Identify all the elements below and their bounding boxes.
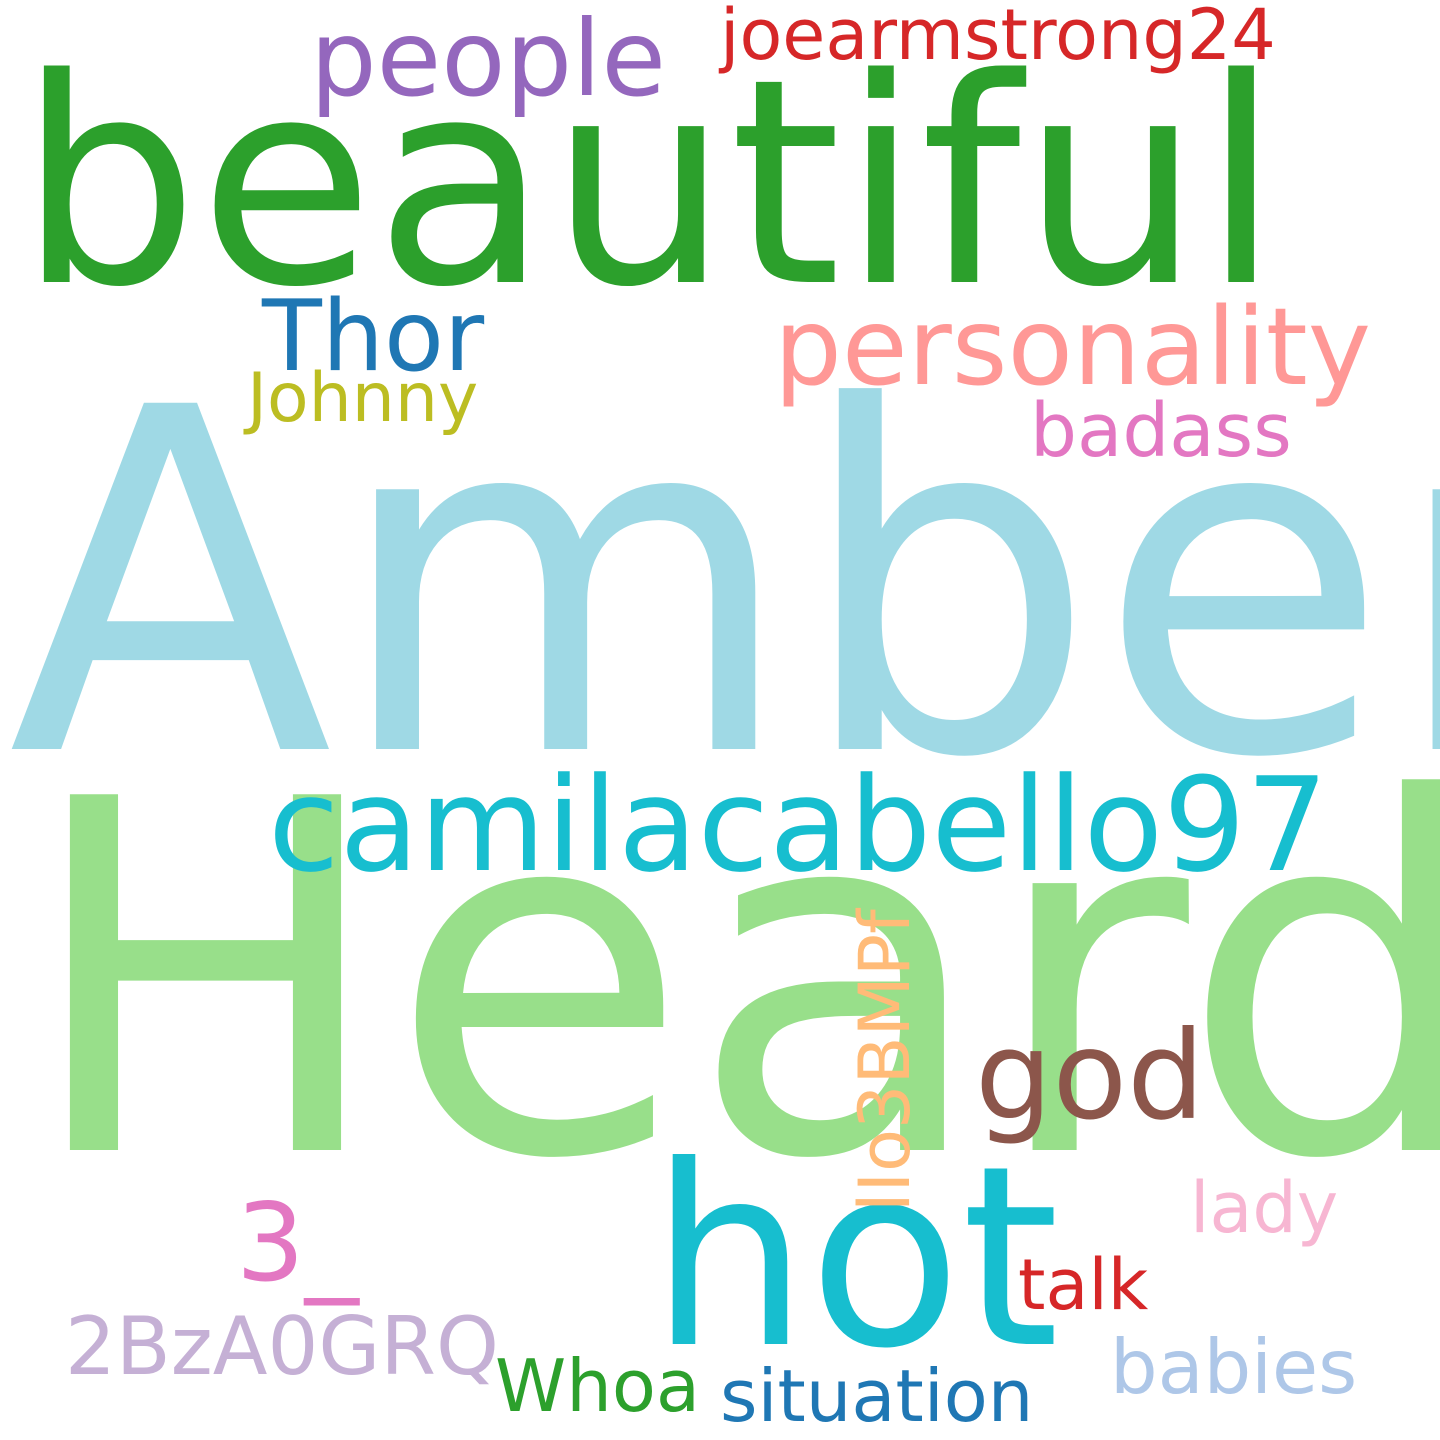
word-babies: babies [1110, 1323, 1358, 1411]
word-iio3bmpf: lIo3BMPf [844, 909, 926, 1212]
word-3: 3_ [236, 1181, 359, 1306]
word-beautiful: beautiful [18, 18, 1281, 350]
word-johnny: Johnny [247, 359, 479, 438]
word-2bza0grq: 2BzA0GRQ [65, 1300, 499, 1393]
word-lady: lady [1190, 1167, 1339, 1249]
word-camilacabello97: camilacabello97 [268, 749, 1329, 901]
word-whoa: Whoa [495, 1344, 700, 1428]
word-god: god [975, 1005, 1205, 1147]
word-situation: situation [720, 1354, 1034, 1438]
word-personality: personality [774, 286, 1372, 410]
word-talk: talk [1018, 1244, 1149, 1326]
word-badass: badass [1030, 388, 1292, 474]
word-hot: hot [650, 1112, 1060, 1403]
word-joearmstrong24: joearmstrong24 [720, 0, 1276, 76]
word-heard: Heard [22, 698, 1440, 1266]
word-people: people [310, 0, 666, 120]
word-amber: Amber [8, 309, 1440, 862]
word-thor: Thor [262, 280, 485, 394]
